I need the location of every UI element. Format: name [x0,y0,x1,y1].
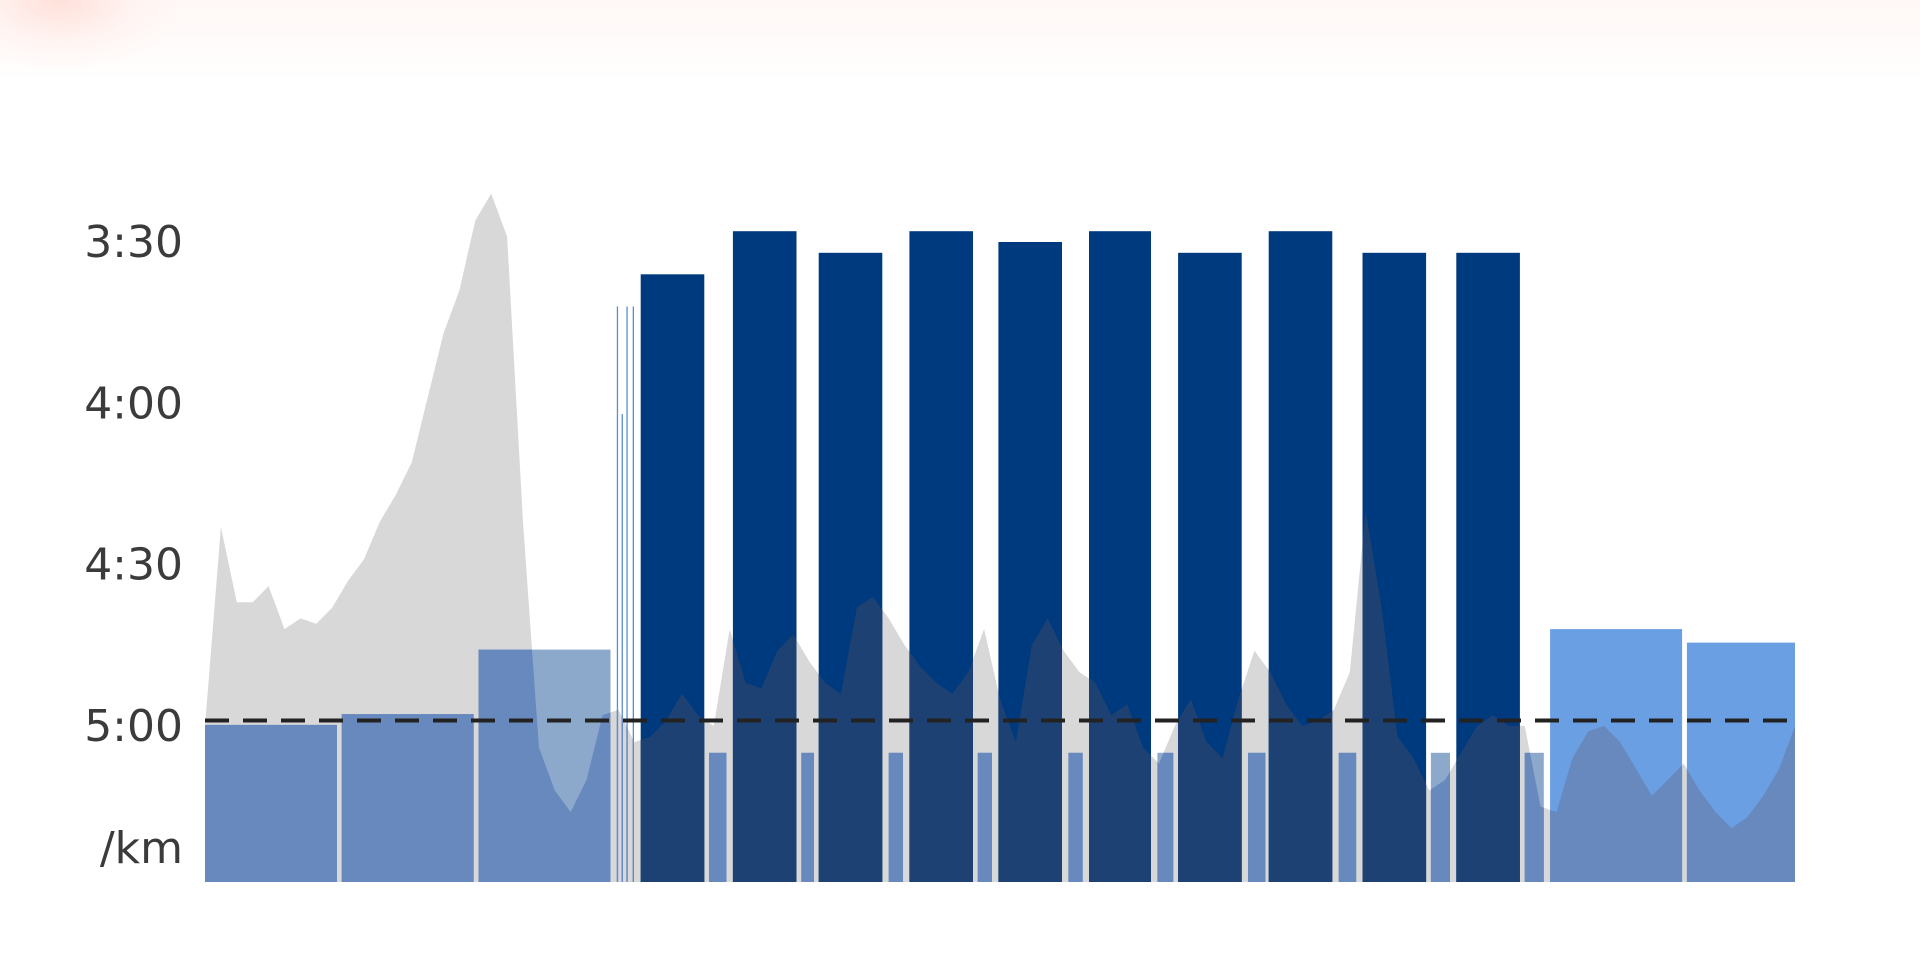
lap-bar-interval[interactable] [621,414,623,882]
lap-profile-overlay [888,752,903,882]
y-axis-unit-label: /km [100,823,183,874]
lap-profile-overlay [977,752,992,882]
lap-profile-overlay [341,714,474,882]
y-axis-ticks: 3:30 4:00 4:30 5:00 [84,217,183,752]
y-tick-label: 5:00 [84,701,183,752]
y-tick-label: 4:00 [84,378,183,429]
lap-bar-interval[interactable] [626,306,628,883]
lap-bar-interval[interactable] [632,306,634,883]
top-header-band [0,0,1920,80]
lap-profile-overlay [801,752,814,882]
y-tick-label: 3:30 [84,217,183,268]
lap-profile-overlay [709,752,727,882]
lap-bar-interval[interactable] [616,306,619,883]
lap-profile-overlay [1068,752,1083,882]
lap-profile-overlay [205,724,337,882]
lap-profile-overlay [1338,752,1357,882]
lap-profile-overlay [1157,752,1174,882]
lap-profile-overlay [1248,752,1266,882]
y-tick-label: 4:30 [84,540,183,591]
